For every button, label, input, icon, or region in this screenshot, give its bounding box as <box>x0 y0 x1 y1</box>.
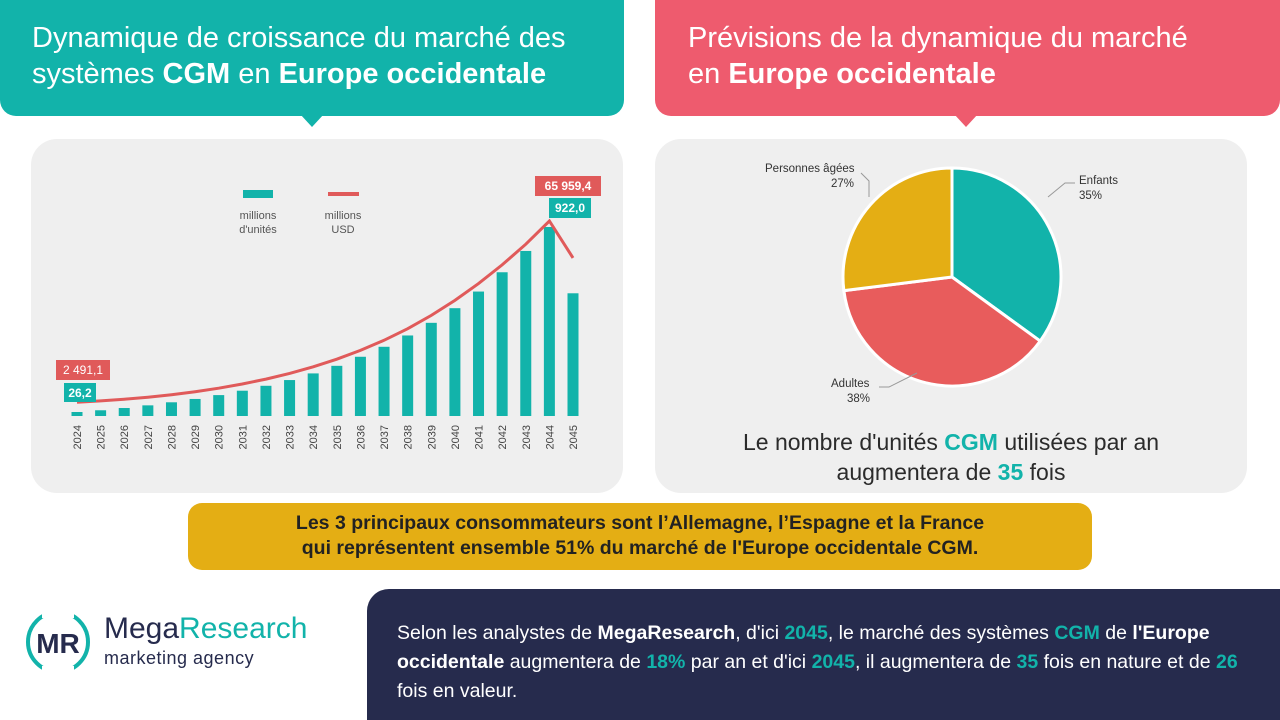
bar-2041 <box>473 291 485 416</box>
header-right-line2: en Europe occidentale <box>688 58 996 90</box>
header-left-line2: systèmes CGM en Europe occidentale <box>32 58 547 90</box>
legend-usd-l1: millions <box>325 210 362 222</box>
pie-chart: Enfants 35% Adultes 38% Personnes âgées … <box>765 163 1118 405</box>
bar-2040 <box>449 308 461 416</box>
x-tick-2037: 2037 <box>379 425 391 449</box>
first-units-label-box <box>64 383 96 402</box>
bar-2044 <box>543 227 555 416</box>
bar-2034 <box>307 373 319 416</box>
legend-usd-l2: USD <box>331 224 354 236</box>
pie-caption-line2: augmentera de 35 fois <box>836 459 1066 485</box>
highlight-box: Les 3 principaux consommateurs sont l’Al… <box>188 503 1092 570</box>
bar-2029 <box>189 398 201 416</box>
header-right-pointer <box>954 114 978 127</box>
header-left-banner: Dynamique de croissance du marché des sy… <box>0 0 624 116</box>
pie-slice-personnes-g-es <box>841 166 954 293</box>
bar-2036 <box>354 356 366 416</box>
x-tick-2033: 2033 <box>285 425 297 449</box>
bar-2030 <box>213 395 225 416</box>
leader-adultes <box>879 372 918 388</box>
header-right-banner: Prévisions de la dynamique du marché en … <box>655 0 1280 116</box>
bar-2028 <box>165 402 177 416</box>
legend-units-l1: millions <box>240 210 277 222</box>
x-tick-2030: 2030 <box>214 425 226 449</box>
slice-pct-enfants: 35% <box>1079 190 1102 202</box>
leader-enfants <box>1047 182 1075 198</box>
x-tick-2034: 2034 <box>308 425 320 449</box>
x-tick-2026: 2026 <box>119 425 131 449</box>
x-tick-2029: 2029 <box>190 425 202 449</box>
x-tick-2032: 2032 <box>261 425 273 449</box>
megaresearch-logo: MR MegaResearch marketing agency <box>24 606 344 686</box>
bar-2032 <box>260 385 272 416</box>
slice-label-agees: Personnes âgées <box>765 163 855 175</box>
x-tick-2045: 2045 <box>568 425 580 449</box>
pie-slice-adultes <box>842 275 1043 388</box>
first-usd-label: 2 491,1 <box>63 363 103 377</box>
bar-2033 <box>284 380 296 416</box>
x-tick-2043: 2043 <box>521 425 533 449</box>
x-tick-2038: 2038 <box>403 425 415 449</box>
header-left-line1: Dynamique de croissance du marché des <box>32 22 566 54</box>
usd-series-line <box>76 218 575 404</box>
bar-2027 <box>142 405 154 416</box>
slice-pct-agees: 27% <box>831 178 854 190</box>
bar-2026 <box>118 408 130 416</box>
legend-units-l2: d'unités <box>239 224 277 236</box>
brand-name: MegaResearch <box>104 612 308 645</box>
bar-2024 <box>71 412 83 416</box>
first-usd-label-box <box>56 360 110 380</box>
highlight-line2: qui représentent ensemble 51% du marché … <box>301 537 979 559</box>
legend-swatch-usd <box>328 192 359 196</box>
last-usd-label-box <box>535 176 601 196</box>
last-units-label-box <box>549 198 591 218</box>
x-tick-2040: 2040 <box>450 425 462 449</box>
bar-2045 <box>567 293 579 416</box>
header-right-line1: Prévisions de la dynamique du marché <box>688 22 1188 54</box>
bar-2042 <box>496 272 508 416</box>
x-tick-2028: 2028 <box>166 425 178 449</box>
header-left-pointer <box>300 114 324 127</box>
slice-label-adultes: Adultes <box>831 378 870 390</box>
brand-subtitle: marketing agency <box>104 648 255 668</box>
pie-caption-line1: Le nombre d'unités CGM utilisées par an <box>742 429 1160 455</box>
pie-chart-panel: Enfants 35% Adultes 38% Personnes âgées … <box>655 139 1247 493</box>
bar-2043 <box>520 250 532 416</box>
bar-chart-panel: millions d'unités millions USD 2024 2025 2… <box>31 139 623 493</box>
x-tick-2025: 2025 <box>96 425 108 449</box>
x-tick-2041: 2041 <box>474 425 486 449</box>
mr-logo-mark: MR <box>26 608 90 676</box>
summary-box: Selon les analystes de MegaResearch, d'i… <box>367 589 1280 720</box>
slice-label-enfants: Enfants <box>1079 175 1118 187</box>
bar-2037 <box>378 346 390 416</box>
last-usd-label: 65 959,4 <box>545 179 592 193</box>
bar-2025 <box>95 410 107 416</box>
summary-text: Selon les analystes de MegaResearch, d'i… <box>397 622 1238 702</box>
bar-2035 <box>331 365 343 416</box>
pie-caption: Le nombre d'unités CGM utilisées par an … <box>655 427 1247 487</box>
x-tick-2027: 2027 <box>143 425 155 449</box>
x-tick-2031: 2031 <box>237 425 249 449</box>
x-tick-2036: 2036 <box>355 425 367 449</box>
last-units-label: 922,0 <box>555 201 585 215</box>
legend-swatch-units <box>243 190 273 198</box>
highlight-line1: Les 3 principaux consommateurs sont l’Al… <box>295 512 985 534</box>
leader-agees <box>860 172 870 197</box>
bar-2039 <box>425 322 437 416</box>
bar-2031 <box>236 390 248 416</box>
x-tick-2042: 2042 <box>497 425 509 449</box>
x-tick-2035: 2035 <box>332 425 344 449</box>
first-units-label: 26,2 <box>68 386 92 400</box>
pie-slice-enfants <box>950 166 1063 344</box>
x-tick-2024: 2024 <box>72 425 84 449</box>
svg-text:MR: MR <box>36 628 80 659</box>
bar-line-chart: millions d'unités millions USD 2024 2025 2… <box>56 176 601 449</box>
x-tick-2044: 2044 <box>544 425 556 449</box>
slice-pct-adultes: 38% <box>847 393 870 405</box>
x-tick-2039: 2039 <box>426 425 438 449</box>
bar-2038 <box>402 335 414 416</box>
